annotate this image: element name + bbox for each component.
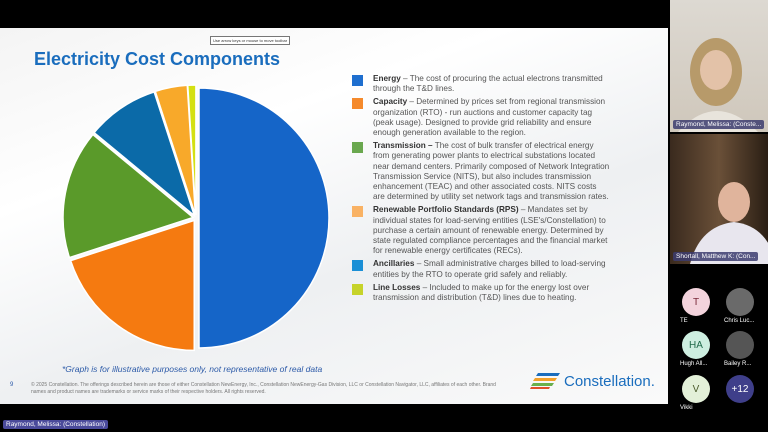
pie-slice-line-losses [186, 84, 197, 216]
video-tile-shortall[interactable]: Shortall, Matthew K: (Con... [670, 134, 768, 264]
toolbar-tooltip: Use arrow keys or mouse to move toolbar [210, 36, 291, 45]
logo-icon [530, 373, 560, 389]
legend-item: Energy – The cost of procuring the actua… [352, 74, 610, 94]
legend-swatch [352, 98, 363, 110]
pie-chart [62, 84, 330, 352]
disclaimer-note: *Graph is for illustrative purposes only… [62, 364, 323, 374]
participant-avatar[interactable]: HA [682, 331, 710, 359]
legend-desc: The cost of bulk transfer of electrical … [373, 141, 610, 202]
logo-text: Constellation. [564, 372, 655, 390]
legend-desc: – Included to make up for the energy los… [373, 282, 590, 303]
legend-text: Energy – The cost of procuring the actua… [373, 74, 610, 94]
legend-term: Renewable Portfolio Standards (RPS) [373, 205, 519, 215]
legend-desc: – The cost of procuring the actual elect… [373, 74, 603, 94]
legend-swatch [352, 206, 363, 218]
shared-slide: Electricity Cost Components Use arrow ke… [0, 28, 668, 404]
pie-slice-transmission [62, 133, 195, 259]
participant-label: Bailey R... [724, 361, 752, 367]
legend-term: Transmission – [373, 141, 433, 151]
participant-name: Shortall, Matthew K: (Con... [673, 252, 759, 261]
video-tile-raymond[interactable]: Raymond, Melissa: (Conste... [670, 0, 768, 132]
legend-swatch [352, 142, 363, 154]
participant-name: Raymond, Melissa: (Conste... [673, 120, 765, 129]
legend-term: Ancillaries [373, 259, 415, 269]
pie-slice-ancillaries [93, 90, 196, 218]
legend-text: Renewable Portfolio Standards (RPS) – Ma… [373, 205, 610, 256]
pie-slice-energy [198, 87, 330, 349]
legend-text: Transmission – The cost of bulk transfer… [373, 141, 610, 202]
pie-slice-capacity [69, 219, 195, 352]
participant-avatar[interactable]: V [682, 375, 710, 403]
legal-text: © 2025 Constellation. The offerings desc… [31, 382, 496, 395]
participant-avatar[interactable] [726, 331, 754, 359]
active-speaker-label: Raymond, Melissa: (Constellation) [3, 420, 108, 429]
page-number: 9 [10, 382, 14, 388]
participant-label: Chris Luc... [724, 318, 755, 324]
slide-title: Electricity Cost Components [34, 49, 281, 69]
legend-desc: – Small administrative charges billed to… [373, 259, 606, 279]
legend-swatch [352, 75, 363, 86]
legend-item: Renewable Portfolio Standards (RPS) – Ma… [352, 205, 610, 256]
participant-label: Vikki [680, 405, 693, 411]
participant-video [678, 38, 758, 132]
legend-text: Capacity – Determined by prices set from… [373, 97, 610, 138]
legend-swatch [352, 260, 363, 272]
legend: Energy – The cost of procuring the actua… [352, 74, 610, 306]
legend-desc: – Determined by prices set from regional… [373, 97, 606, 138]
legend-item: Transmission – The cost of bulk transfer… [352, 141, 610, 202]
legend-item: Line Losses – Included to make up for th… [352, 283, 610, 303]
legend-text: Line Losses – Included to make up for th… [373, 283, 610, 303]
participant-video [690, 182, 768, 264]
legend-term: Capacity [373, 97, 408, 107]
legend-desc: – Mandates set by individual states for … [373, 205, 608, 256]
participant-label: Hugh All... [680, 361, 708, 367]
legend-item: Ancillaries – Small administrative charg… [352, 259, 610, 279]
participant-label: TE [680, 318, 688, 324]
legend-swatch [352, 283, 363, 295]
participant-avatar[interactable]: T [682, 288, 710, 316]
more-participants-button[interactable]: +12 [726, 375, 754, 403]
legend-text: Ancillaries – Small administrative charg… [373, 259, 610, 279]
legend-term: Line Losses [373, 282, 421, 292]
participant-avatar[interactable] [726, 288, 754, 316]
legend-item: Capacity – Determined by prices set from… [352, 97, 610, 138]
legend-term: Energy [373, 74, 401, 83]
constellation-logo: Constellation. [530, 372, 655, 390]
